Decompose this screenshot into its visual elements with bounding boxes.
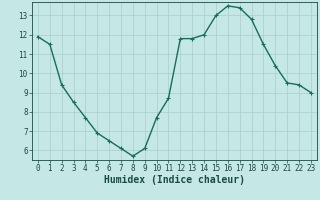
X-axis label: Humidex (Indice chaleur): Humidex (Indice chaleur) (104, 175, 245, 185)
